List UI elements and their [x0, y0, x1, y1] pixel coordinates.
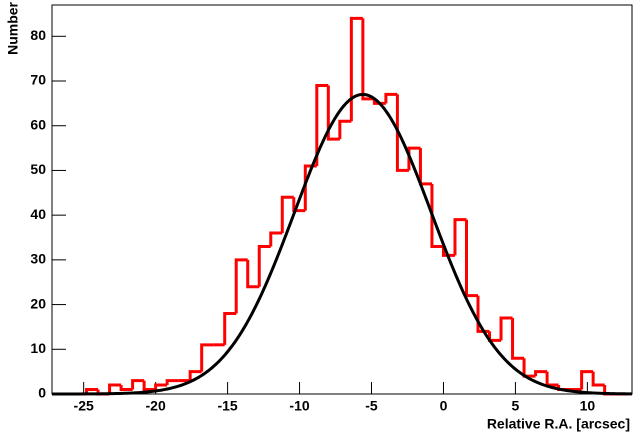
- y-axis-title: Number: [5, 1, 21, 54]
- histogram-bin: [522, 358, 536, 378]
- histogram-bin: [545, 371, 559, 387]
- histogram-bin: [499, 316, 513, 341]
- x-tick-label: 10: [580, 398, 596, 414]
- y-tick-label: 70: [30, 72, 46, 88]
- histogram-bin: [395, 94, 409, 172]
- histogram-bin: [349, 16, 363, 122]
- plot-frame: [51, 4, 633, 395]
- histogram-bin: [476, 295, 490, 333]
- histogram-bin: [246, 259, 260, 289]
- histogram-bin: [154, 383, 168, 390]
- histogram-bin: [488, 331, 502, 342]
- histogram-bin: [108, 383, 122, 394]
- x-tick-label: 5: [512, 398, 520, 414]
- x-tick-label: -20: [146, 398, 166, 414]
- x-tick-label: -5: [365, 398, 378, 414]
- x-tick-label: -25: [74, 398, 94, 414]
- y-tick-label: 0: [38, 385, 46, 401]
- fit-curve: [52, 92, 633, 396]
- y-tick-label: 80: [30, 27, 46, 43]
- histogram-bin: [165, 379, 179, 386]
- histogram-bin: [441, 246, 455, 257]
- x-tick-label: -10: [289, 398, 309, 414]
- histogram-bin: [511, 317, 525, 360]
- histogram-bin: [453, 218, 467, 256]
- histogram-bin: [430, 183, 444, 248]
- histogram-bin: [280, 195, 294, 234]
- y-tick-label: 10: [30, 340, 46, 356]
- y-tick-label: 60: [30, 116, 46, 132]
- histogram-bin: [142, 380, 156, 392]
- x-tick-label: 0: [440, 398, 448, 414]
- histogram-bin: [234, 258, 248, 314]
- histogram-bin: [338, 119, 352, 140]
- histogram-bin: [200, 343, 214, 372]
- histogram-bin: [464, 219, 479, 298]
- histogram-bin: [269, 231, 283, 247]
- histogram-bin: [591, 371, 605, 387]
- histogram-bin: [131, 379, 145, 390]
- histogram-bin: [384, 92, 398, 104]
- histogram-bin: [418, 148, 432, 186]
- histogram-bin: [407, 146, 421, 171]
- histogram-bin: [534, 370, 548, 377]
- histogram-bin: [188, 370, 202, 381]
- histogram-bin: [315, 83, 329, 166]
- histogram-bin: [119, 385, 133, 392]
- x-axis-title: Relative R.A. [arcsec]: [487, 416, 630, 432]
- x-tick-label: -15: [217, 398, 237, 414]
- histogram-bin: [361, 18, 375, 101]
- y-tick-label: 40: [30, 206, 46, 222]
- histogram-bin: [223, 312, 237, 345]
- histogram-bin: [257, 244, 271, 287]
- y-tick-label: 50: [30, 161, 46, 177]
- y-tick-label: 20: [30, 295, 46, 311]
- histogram-bin: [580, 370, 594, 390]
- histogram-bin: [326, 85, 340, 141]
- y-tick-label: 30: [30, 251, 46, 267]
